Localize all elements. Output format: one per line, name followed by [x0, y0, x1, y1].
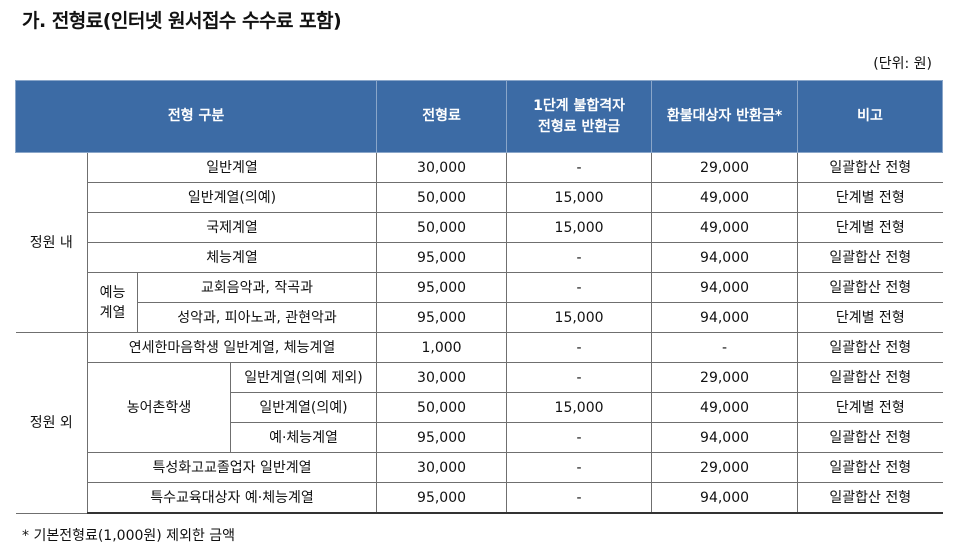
remarks-cell: 단계별 전형 [797, 182, 943, 213]
stage1-refund-cell: 15,000 [506, 302, 653, 333]
group-inside: 정원 내 [15, 152, 88, 333]
row-label: 일반계열(의예) [230, 392, 378, 423]
remarks-cell: 단계별 전형 [797, 392, 943, 423]
row-label: 예·체능계열 [230, 422, 378, 453]
stage1-refund-cell: - [506, 362, 653, 393]
stage1-refund-cell: 15,000 [506, 182, 653, 213]
fee-cell: 95,000 [376, 242, 508, 273]
header-category: 전형 구분 [14, 80, 378, 153]
unit-note: (단위: 원) [873, 56, 932, 72]
table-row: 국제계열 50,000 15,000 49,000 단계별 전형 [16, 212, 943, 243]
remarks-cell: 일괄합산 전형 [797, 482, 943, 514]
fee-cell: 30,000 [376, 452, 508, 483]
table-row: 예능 계열 교회음악과, 작곡과 95,000 - 94,000 일괄합산 전형 [16, 272, 943, 333]
stage1-refund-cell: - [506, 242, 653, 273]
fee-cell: 1,000 [376, 332, 508, 363]
table-row: 특수교육대상자 예·체능계열 95,000 - 94,000 일괄합산 전형 [16, 482, 943, 514]
section-title: 가. 전형료(인터넷 원서접수 수수료 포함) [22, 10, 342, 32]
remarks-cell: 일괄합산 전형 [797, 362, 943, 393]
fee-cell: 95,000 [376, 482, 508, 514]
refund-cell: 49,000 [651, 182, 799, 213]
fee-cell: 50,000 [376, 392, 508, 423]
remarks-cell: 일괄합산 전형 [797, 152, 943, 183]
refund-cell: 94,000 [651, 422, 799, 453]
stage1-refund-cell: - [506, 422, 653, 453]
remarks-cell: 일괄합산 전형 [797, 242, 943, 273]
refund-cell: 94,000 [651, 272, 799, 303]
row-label: 일반계열(의예 제외) [229, 362, 378, 393]
refund-cell: - [651, 332, 799, 363]
refund-cell: 49,000 [651, 392, 799, 423]
group-outside: 정원 외 [15, 332, 88, 514]
table-row: 일반계열(의예) 50,000 15,000 49,000 단계별 전형 [16, 182, 943, 213]
refund-cell: 29,000 [651, 362, 799, 393]
row-label: 연세한마음학생 일반계열, 체능계열 [86, 332, 378, 363]
remarks-cell: 일괄합산 전형 [797, 422, 943, 453]
row-label: 특수교육대상자 예·체능계열 [87, 482, 378, 514]
row-label: 일반계열 [86, 152, 378, 183]
stage1-refund-cell: - [506, 152, 653, 183]
remarks-cell: 일괄합산 전형 [797, 272, 943, 303]
stage1-refund-cell: - [506, 482, 653, 514]
stage1-refund-cell: 15,000 [506, 392, 653, 423]
refund-cell: 94,000 [651, 302, 799, 333]
stage1-refund-cell: - [506, 332, 653, 363]
stage1-refund-cell: - [506, 452, 653, 483]
table-row: 성악과, 피아노과, 관현악과 95,000 15,000 94,000 단계별… [16, 302, 943, 333]
row-label: 체능계열 [87, 242, 378, 273]
table-row: 특성화고교졸업자 일반계열 30,000 - 29,000 일괄합산 전형 [16, 452, 943, 483]
refund-cell: 94,000 [651, 242, 799, 273]
header-stage1-refund: 1단계 불합격자 전형료 반환금 [506, 80, 653, 153]
refund-cell: 29,000 [651, 152, 799, 183]
header-fee: 전형료 [376, 80, 508, 153]
header-row: 전형 구분 전형료 1단계 불합격자 전형료 반환금 환불대상자 반환금* 비고 [14, 80, 944, 153]
fee-cell: 95,000 [376, 422, 508, 453]
table-row: 예·체능계열 95,000 - 94,000 일괄합산 전형 [16, 422, 943, 453]
remarks-cell: 일괄합산 전형 [797, 452, 943, 483]
header-remarks: 비고 [797, 80, 944, 153]
fee-cell: 50,000 [376, 212, 508, 243]
group-rural: 농어촌학생 [87, 362, 231, 453]
group-arts-line1: 예능 [99, 284, 126, 301]
header-stage1-line1: 1단계 불합격자 [533, 97, 625, 114]
fee-cell: 95,000 [376, 302, 508, 333]
fee-cell: 50,000 [376, 182, 508, 213]
row-label: 교회음악과, 작곡과 [136, 272, 378, 303]
row-label: 국제계열 [87, 212, 378, 243]
remarks-cell: 단계별 전형 [797, 212, 943, 243]
table-row: 정원 내 일반계열 30,000 - 29,000 일괄합산 전형 [15, 152, 943, 333]
fee-cell: 30,000 [376, 362, 508, 393]
stage1-refund-cell: - [506, 272, 653, 303]
table-row: 체능계열 95,000 - 94,000 일괄합산 전형 [16, 242, 943, 273]
fee-cell: 95,000 [376, 272, 508, 303]
group-arts-line2: 계열 [99, 304, 126, 321]
row-label: 특성화고교졸업자 일반계열 [87, 452, 378, 483]
header-stage1-line2: 전형료 반환금 [537, 118, 621, 135]
group-arts: 예능 계열 [87, 272, 138, 333]
fee-table: 전형 구분 전형료 1단계 불합격자 전형료 반환금 환불대상자 반환금* 비고… [14, 80, 944, 514]
table-row: 정원 외 연세한마음학생 일반계열, 체능계열 1,000 - - 일괄합산 전… [15, 332, 943, 514]
stage1-refund-cell: 15,000 [506, 212, 653, 243]
table-row: 농어촌학생 일반계열(의예 제외) 30,000 - 29,000 일괄합산 전… [16, 362, 943, 453]
refund-cell: 49,000 [651, 212, 799, 243]
refund-cell: 29,000 [651, 452, 799, 483]
remarks-cell: 일괄합산 전형 [797, 332, 943, 363]
remarks-cell: 단계별 전형 [797, 302, 943, 333]
footnote: * 기본전형료(1,000원) 제외한 금액 [22, 528, 236, 544]
refund-cell: 94,000 [651, 482, 799, 514]
fee-cell: 30,000 [376, 152, 508, 183]
row-label: 일반계열(의예) [87, 182, 378, 213]
header-refund-eligible: 환불대상자 반환금* [651, 80, 799, 153]
row-label: 성악과, 피아노과, 관현악과 [137, 302, 378, 333]
